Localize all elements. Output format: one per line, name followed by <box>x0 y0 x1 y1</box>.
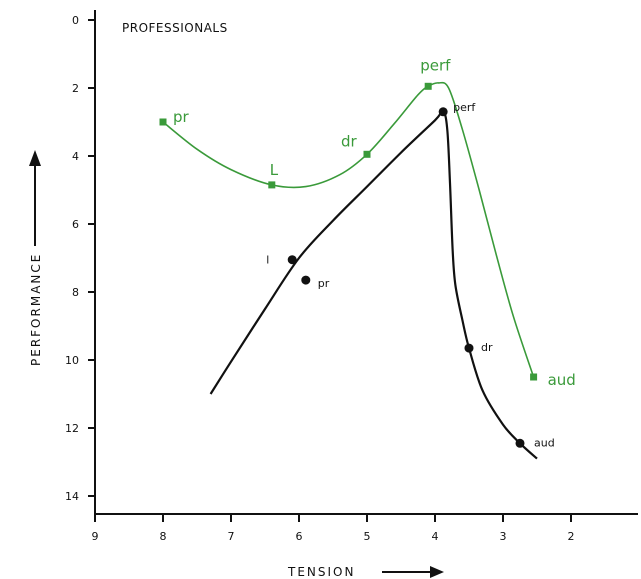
x-tick-label: 6 <box>296 530 303 543</box>
x-axis-arrow <box>382 566 444 578</box>
green-label-l: L <box>270 161 279 179</box>
x-tick-label: 2 <box>568 530 575 543</box>
green-label-pr: pr <box>173 108 190 126</box>
x-tick-label: 4 <box>432 530 439 543</box>
y-tick-label: 12 <box>65 422 79 435</box>
green-label-aud: aud <box>548 371 576 389</box>
chart-title: PROFESSIONALS <box>122 21 228 35</box>
y-axis-label: PERFORMANCE <box>29 253 43 366</box>
x-tick-label: 7 <box>228 530 235 543</box>
y-tick-label: 6 <box>72 218 79 231</box>
green-series-line <box>162 81 535 378</box>
y-tick-label: 0 <box>72 14 79 27</box>
marks: pr Ldr perf aud l pr perf dr aud <box>159 56 576 449</box>
black-point-pr <box>301 275 311 285</box>
x-tick-label: 5 <box>364 530 371 543</box>
x-tick-label: 8 <box>160 530 167 543</box>
axes: 0 2 4 6 8 10 12 14 9 8 7 6 5 4 3 2 <box>65 10 638 543</box>
black-point-dr <box>464 343 474 353</box>
x-tick-label: 9 <box>92 530 99 543</box>
black-point-l <box>287 255 297 265</box>
black-series-line <box>209 110 538 460</box>
green-point-perf <box>424 82 432 90</box>
green-label-perf: perf <box>420 56 451 74</box>
black-label-aud: aud <box>534 436 555 449</box>
black-point-aud <box>515 438 525 448</box>
black-label-dr: dr <box>481 341 493 354</box>
y-tick-label: 14 <box>65 490 79 503</box>
curves <box>162 81 538 460</box>
green-point-pr <box>159 118 167 126</box>
black-point-perf <box>438 107 448 117</box>
black-label-pr: pr <box>318 277 330 290</box>
y-tick-label: 2 <box>72 82 79 95</box>
x-tick-label: 3 <box>500 530 507 543</box>
y-tick-label: 10 <box>65 354 79 367</box>
green-point-aud <box>530 373 538 381</box>
y-tick-label: 8 <box>72 286 79 299</box>
y-tick-label: 4 <box>72 150 79 163</box>
black-label-perf: perf <box>453 101 476 114</box>
black-label-l: l <box>266 254 269 267</box>
x-axis-label: TENSION <box>287 565 355 579</box>
green-point-l <box>268 181 276 189</box>
green-label-dr: dr <box>341 132 358 150</box>
y-axis-arrow <box>29 150 41 246</box>
green-point-dr <box>363 150 371 158</box>
